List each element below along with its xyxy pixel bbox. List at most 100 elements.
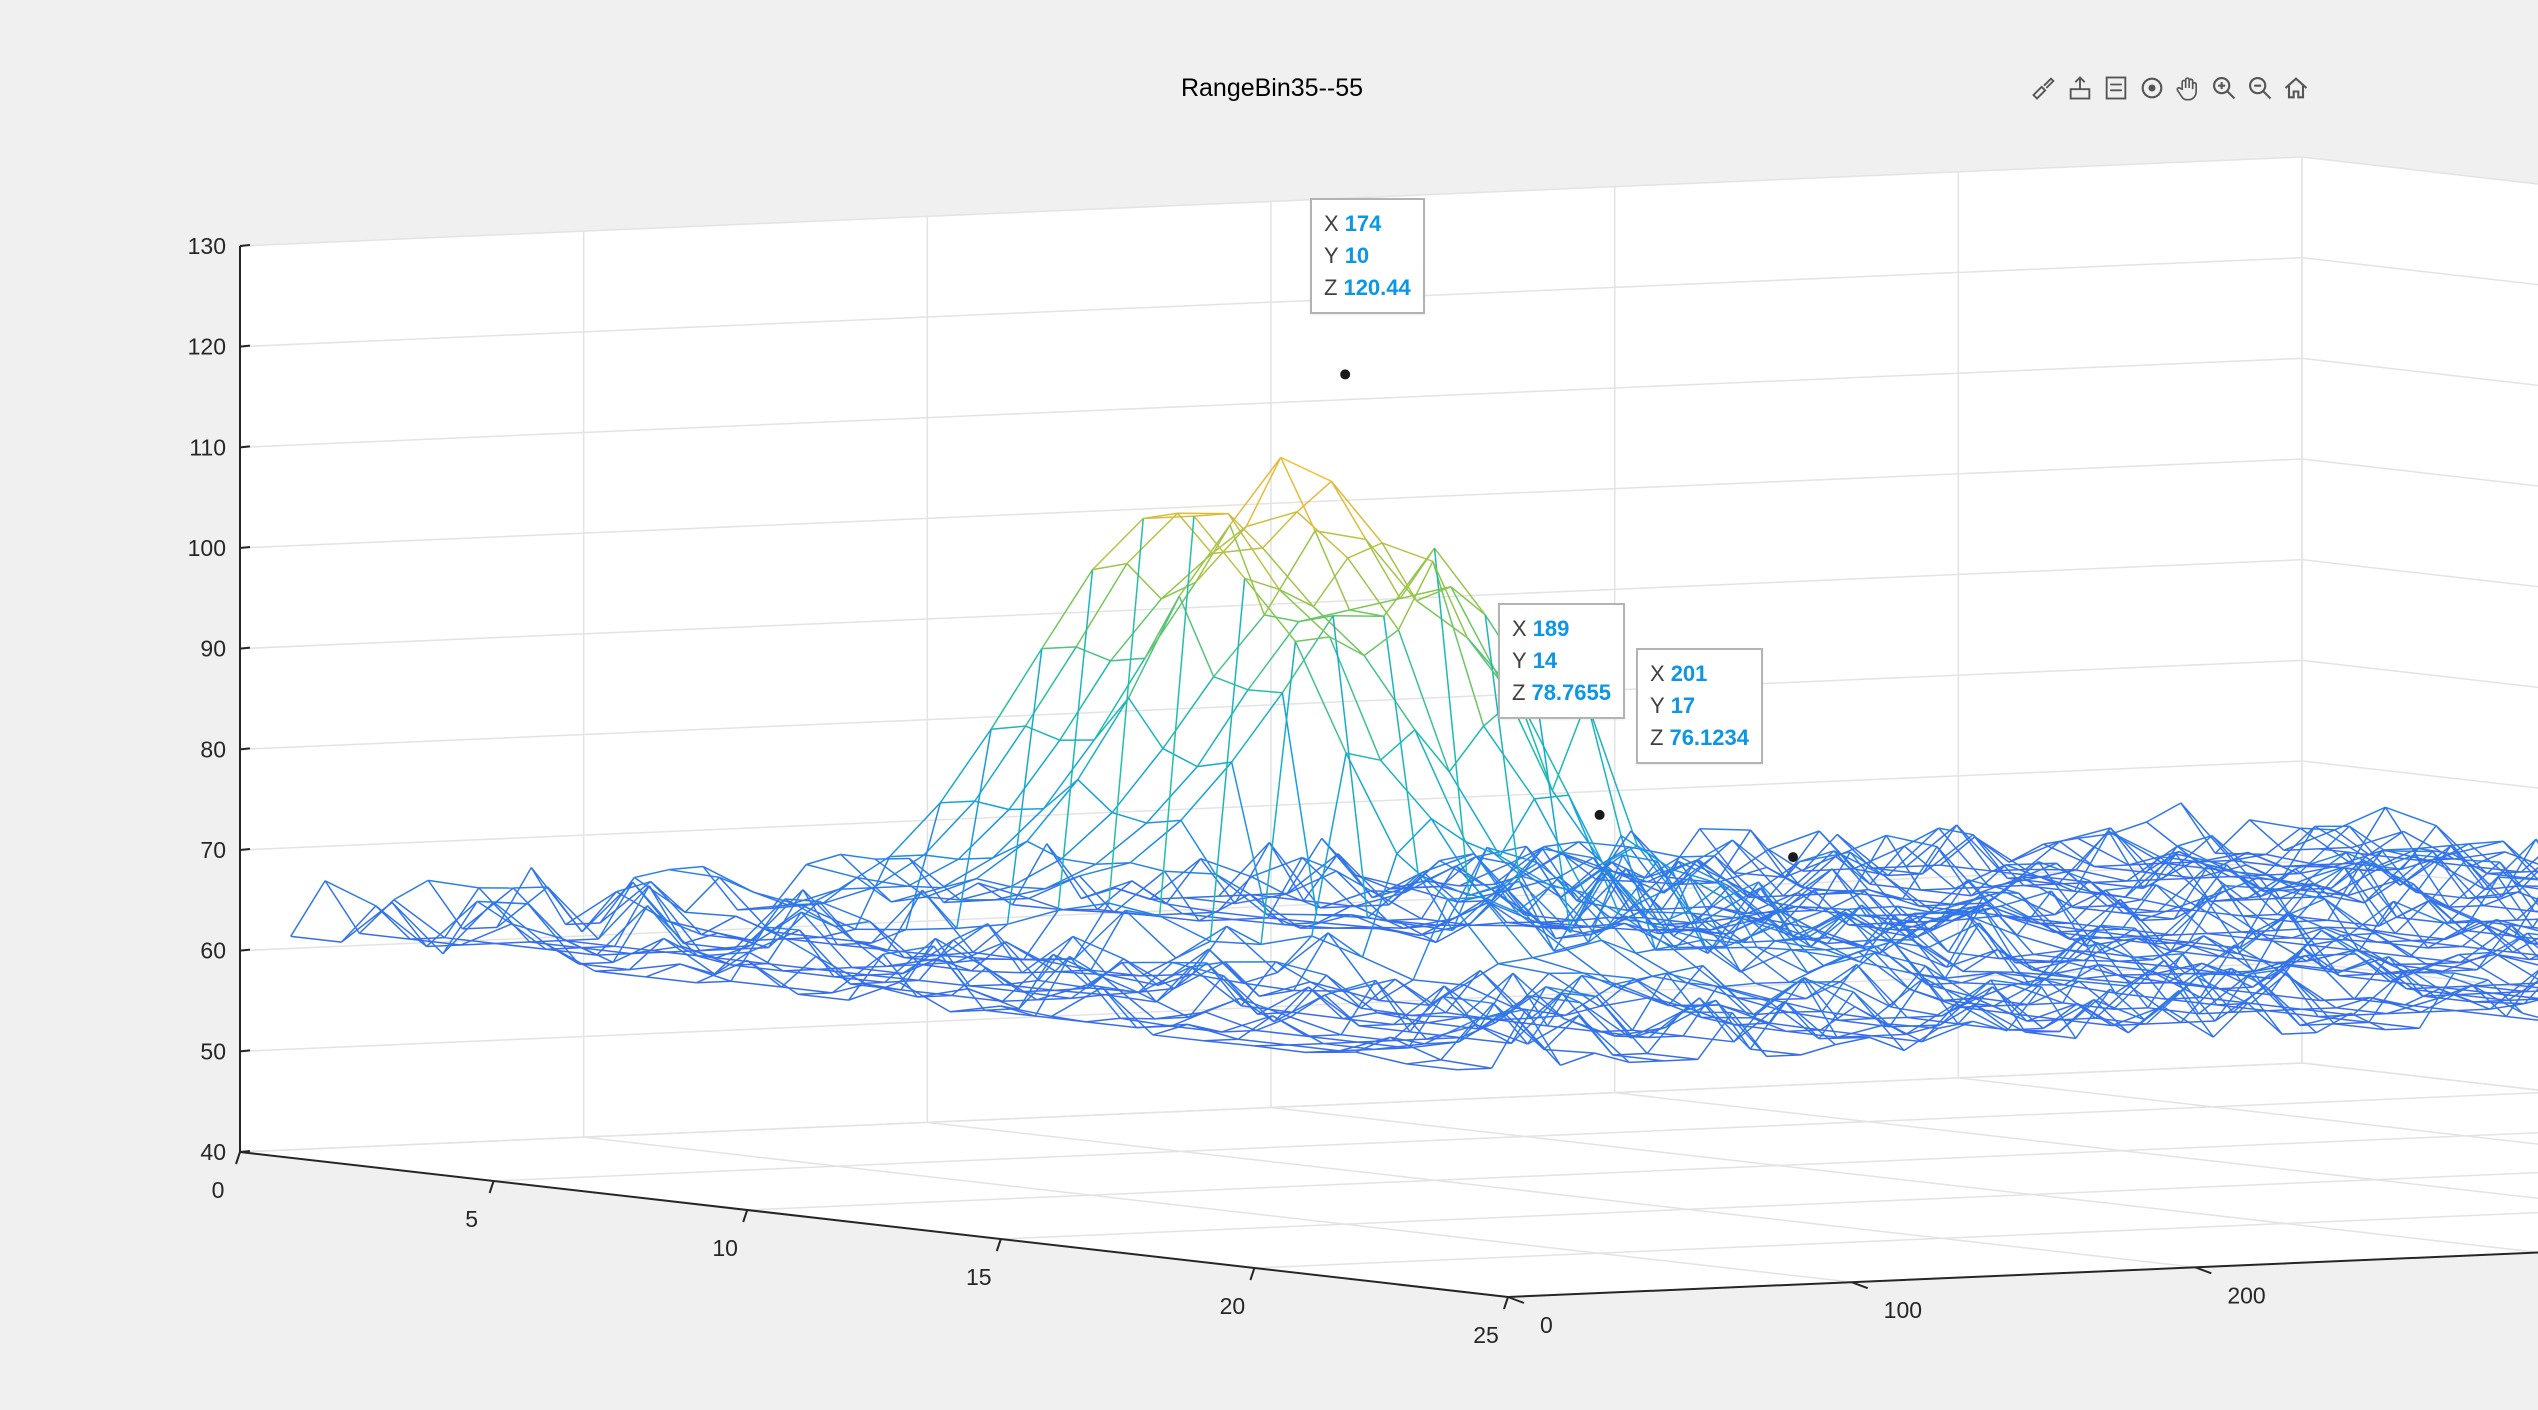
- mesh-line: [786, 936, 821, 940]
- mesh-line: [1481, 896, 1534, 959]
- datatip-z-value: 78.7655: [1531, 680, 1611, 705]
- mesh-line: [1615, 972, 1667, 985]
- mesh-line: [2384, 806, 2421, 861]
- mesh-line: [2114, 969, 2151, 994]
- pan-icon[interactable]: [2172, 72, 2204, 104]
- mesh-line: [969, 983, 1005, 987]
- mesh-line: [1527, 992, 1563, 1045]
- mesh-line: [1242, 971, 1278, 984]
- mesh-line: [984, 1009, 1036, 1017]
- zoom-in-icon[interactable]: [2208, 72, 2240, 104]
- mesh-line: [820, 936, 872, 944]
- mesh-line: [1737, 997, 1772, 1001]
- mesh-line: [1859, 915, 1895, 963]
- mesh-line: [1786, 1030, 1838, 1039]
- mesh-line: [1756, 946, 1808, 974]
- mesh-line: [2513, 896, 2538, 937]
- mesh-line: [1836, 1035, 1872, 1039]
- mesh-line: [1295, 636, 1330, 643]
- legend-icon[interactable]: [2100, 72, 2132, 104]
- mesh-line: [2449, 904, 2484, 908]
- mesh-line: [1205, 997, 1240, 1013]
- mesh-line: [1921, 1020, 1974, 1043]
- datatip-3[interactable]: X 201 Y 17 Z 76.1234: [1636, 648, 1763, 764]
- grid-line: [1614, 1091, 2538, 1200]
- mesh-line: [2318, 1015, 2369, 1024]
- mesh-line: [2330, 856, 2367, 889]
- mesh-line: [1162, 676, 1215, 749]
- mesh-line: [934, 938, 971, 987]
- mesh-line: [1448, 725, 1485, 773]
- data-tips-icon[interactable]: [2064, 72, 2096, 104]
- mesh-line: [1230, 761, 1267, 915]
- mesh-line: [1011, 843, 1048, 906]
- mesh-line: [1756, 946, 1792, 951]
- datatip-2[interactable]: X 189 Y 14 Z 78.7655: [1498, 603, 1625, 719]
- mesh-line: [2525, 980, 2538, 993]
- mesh-line: [2124, 853, 2177, 898]
- mesh-line: [1694, 885, 1730, 924]
- zoom-out-icon[interactable]: [2244, 72, 2276, 104]
- mesh-line: [1492, 1002, 1545, 1051]
- mesh-line: [866, 983, 902, 991]
- mesh-line: [953, 923, 989, 941]
- mesh-line: [1587, 854, 1624, 943]
- mesh-line: [2524, 999, 2538, 1005]
- mesh-line: [1010, 858, 1062, 888]
- rotate-icon[interactable]: [2136, 72, 2168, 104]
- mesh-line: [1815, 851, 1851, 911]
- mesh-line: [1226, 925, 1262, 945]
- mesh-line: [2335, 996, 2371, 1009]
- mesh-line: [1830, 890, 1866, 909]
- mesh-line: [1097, 880, 1133, 911]
- mesh-line: [1767, 977, 1804, 1002]
- mesh-line: [2070, 889, 2107, 924]
- mesh-line: [1339, 1048, 1374, 1052]
- datatip-1[interactable]: X 174 Y 10 Z 120.44: [1310, 198, 1425, 314]
- mesh-line: [1857, 951, 1910, 990]
- mesh-line: [2025, 1031, 2076, 1040]
- mesh-line: [797, 992, 833, 996]
- brush-icon[interactable]: [2028, 72, 2060, 104]
- mesh-line: [938, 951, 974, 957]
- mesh-line: [925, 877, 977, 898]
- mesh-line: [358, 899, 395, 934]
- mesh-line: [1190, 966, 1242, 1007]
- mesh-line: [1777, 909, 1813, 930]
- mesh-line: [1162, 747, 1198, 768]
- mesh-line: [2129, 985, 2182, 1024]
- mesh-line: [2082, 974, 2117, 980]
- mesh-line: [1325, 974, 1362, 1009]
- home-icon[interactable]: [2280, 72, 2312, 104]
- mesh-line: [2144, 990, 2180, 1021]
- mesh-line: [1821, 964, 1858, 1012]
- mesh-line: [1761, 905, 1797, 920]
- mesh-line: [798, 929, 835, 978]
- mesh-line: [1820, 1029, 1872, 1037]
- mesh-line: [1789, 965, 1825, 984]
- mesh-line: [2196, 976, 2249, 1004]
- mesh-line: [1260, 641, 1297, 945]
- mesh-line: [917, 987, 969, 998]
- mesh-line: [2502, 840, 2538, 880]
- datatip-x-value: 189: [1532, 616, 1570, 641]
- mesh-line: [527, 903, 563, 940]
- mesh-line: [1783, 893, 1818, 897]
- mesh-line: [802, 889, 838, 946]
- mesh-line: [1528, 995, 1565, 1020]
- mesh-line: [1072, 935, 1124, 960]
- mesh-line: [1126, 512, 1179, 565]
- mesh-line: [1591, 868, 1627, 928]
- mesh-line: [1989, 884, 2024, 888]
- mesh-line: [2007, 875, 2042, 879]
- mesh-line: [1882, 922, 1934, 930]
- mesh-line: [1018, 954, 1054, 1010]
- mesh-line: [2180, 967, 2232, 1024]
- mesh-line: [1433, 547, 1486, 616]
- mesh-line: [1710, 915, 1746, 931]
- mesh-line: [781, 955, 817, 988]
- mesh-line: [1406, 1063, 1458, 1071]
- mesh-line: [2203, 935, 2239, 955]
- mesh-line: [1951, 914, 2003, 922]
